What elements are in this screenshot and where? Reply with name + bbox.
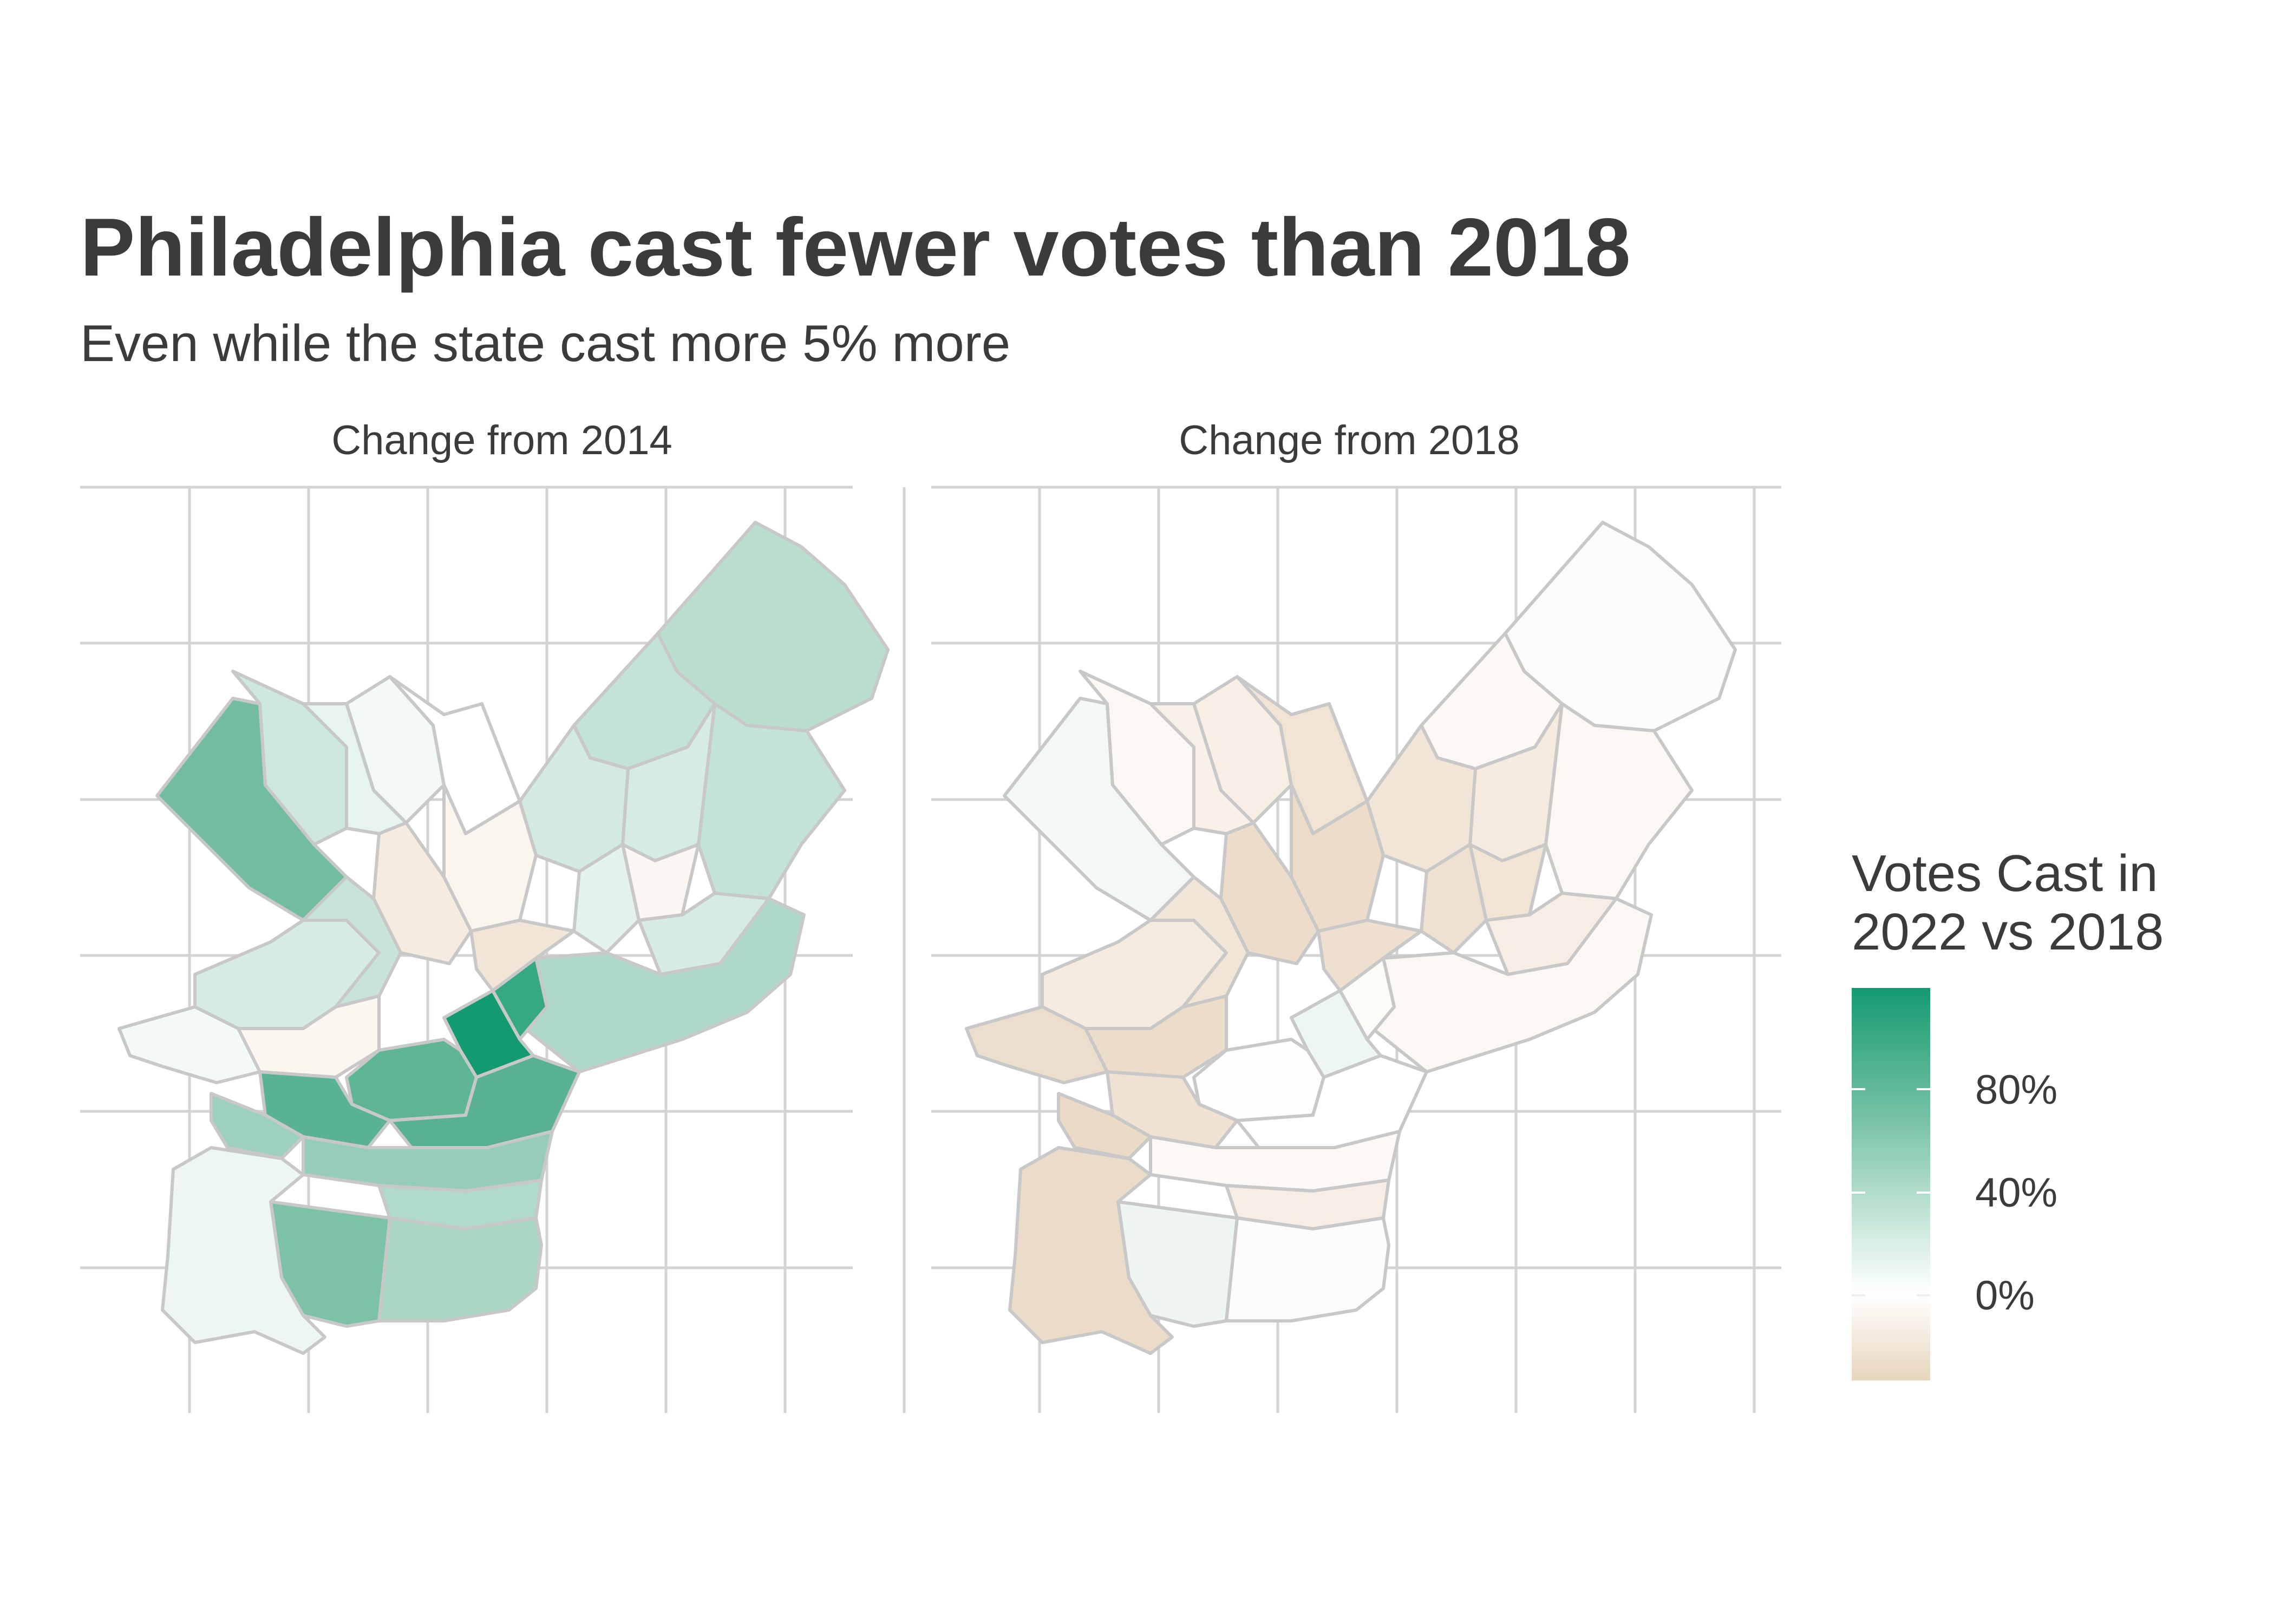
ward-region — [302, 702, 408, 835]
chart-title: Philadelphia cast fewer votes than 2018 — [80, 201, 1631, 293]
ward-region — [518, 724, 630, 873]
chart-subtitle: Even while the state cast more 5% more — [80, 315, 1011, 372]
ward-region — [117, 1005, 262, 1084]
ward-region — [1149, 1130, 1401, 1193]
ward-region — [1420, 843, 1488, 954]
legend-colorbar — [1852, 988, 1930, 1380]
ward-region — [1544, 702, 1694, 900]
ward-region — [469, 919, 576, 992]
facet-label-2018: Change from 2018 — [1179, 417, 1520, 463]
ward-region — [377, 1216, 543, 1322]
ward-region — [155, 697, 348, 922]
legend-label-0: 0% — [1975, 1273, 2035, 1319]
legend-label-80: 80% — [1975, 1067, 2058, 1113]
ward-region — [1317, 919, 1423, 992]
map-change-from-2018 — [965, 521, 1737, 1355]
ward-region — [965, 1005, 1109, 1084]
ward-region — [572, 843, 641, 954]
map-change-from-2014 — [117, 521, 890, 1355]
ward-region — [302, 1130, 554, 1193]
ward-region — [697, 702, 846, 900]
legend-title-line2: 2022 vs 2018 — [1852, 903, 2164, 961]
legend-label-40: 40% — [1975, 1170, 2058, 1216]
ward-region — [1149, 702, 1255, 835]
legend-title: Votes Cast in 2022 vs 2018 — [1852, 844, 2164, 961]
facet-label-2014: Change from 2014 — [331, 417, 672, 463]
ward-region — [161, 1146, 326, 1355]
ward-region — [524, 897, 806, 1073]
legend-title-line1: Votes Cast in — [1852, 844, 2158, 902]
ward-region — [1008, 1146, 1174, 1355]
ward-region — [1365, 724, 1477, 873]
ward-region — [1225, 1216, 1390, 1322]
legend — [1852, 988, 1930, 1380]
ward-region — [1003, 697, 1195, 922]
ward-region — [1371, 897, 1653, 1073]
